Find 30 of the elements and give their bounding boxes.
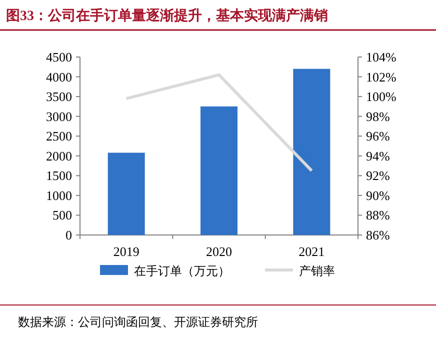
legend-label: 在手订单（万元） [134, 264, 230, 278]
x-tick-label: 2020 [206, 244, 232, 259]
y-tick-label: 3500 [46, 89, 72, 104]
y-tick-label: 500 [52, 208, 72, 223]
source-note: 数据来源：公司问询函回复、开源证券研究所 [18, 315, 258, 329]
y-tick-label: 4000 [46, 69, 72, 84]
bar [200, 106, 238, 235]
y2-tick-label: 98% [366, 108, 390, 124]
y-tick-label: 1500 [46, 168, 72, 184]
y2-tick-label: 104% [366, 50, 396, 64]
y-tick-label: 1000 [46, 188, 72, 203]
bar [108, 152, 145, 235]
y2-tick-label: 90% [366, 188, 390, 203]
bar [293, 68, 330, 235]
y-tick-label: 2500 [46, 128, 72, 144]
x-tick-label: 2019 [113, 244, 140, 259]
x-tick-label: 2021 [298, 244, 325, 259]
y-tick-label: 4500 [46, 50, 72, 64]
y2-tick-label: 100% [366, 89, 396, 104]
legend-label: 产销率 [299, 264, 335, 278]
y-tick-label: 3000 [46, 108, 72, 124]
y2-tick-label: 92% [366, 168, 390, 184]
y-tick-label: 0 [66, 228, 72, 242]
y2-tick-label: 102% [366, 69, 396, 84]
chart-title: 图33：公司在手订单量逐渐提升，基本实现满产满销 [6, 7, 328, 24]
y2-tick-label: 86% [366, 228, 390, 242]
y2-tick-label: 88% [366, 208, 390, 223]
y-tick-label: 2000 [46, 148, 72, 164]
y2-tick-label: 96% [366, 128, 390, 144]
y2-tick-label: 94% [366, 148, 390, 164]
